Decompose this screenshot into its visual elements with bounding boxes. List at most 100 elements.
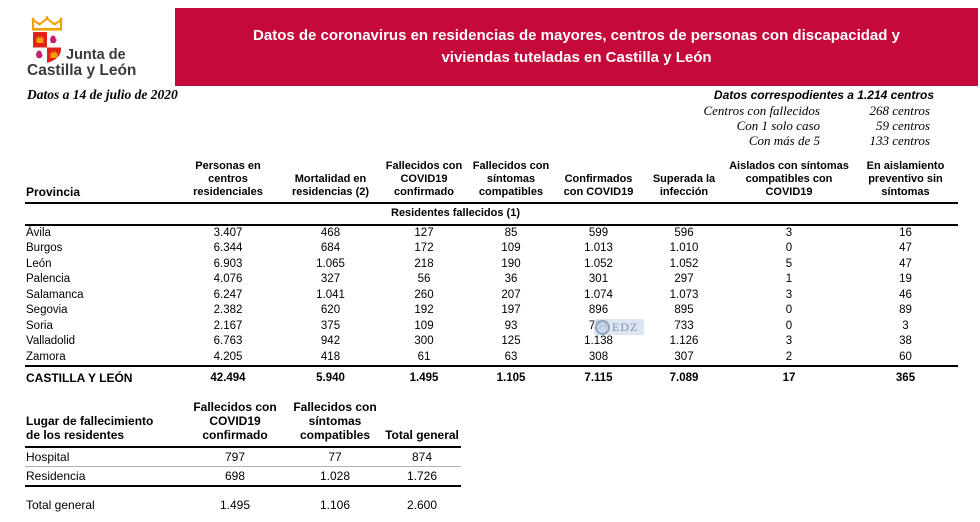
- cell-provincia: Palencia: [26, 273, 71, 286]
- cell: 375: [320, 319, 341, 332]
- column-header-provincia: Provincia: [25, 160, 175, 204]
- cell: 190: [501, 257, 521, 270]
- cell: 2.167: [213, 319, 243, 332]
- cell: 6.763: [213, 335, 243, 348]
- table-row: Soria 2.167 375 109 93 734 733 0 3: [25, 319, 958, 335]
- cell: 1.726: [383, 466, 461, 487]
- column-header: Superada la infección: [643, 160, 725, 204]
- cell: 19: [899, 273, 912, 286]
- cell: 1.013: [584, 242, 613, 255]
- cell: 260: [414, 288, 434, 301]
- column-header: Confirmados con COVID19: [554, 160, 643, 204]
- cell: 1: [785, 273, 793, 286]
- column-header: Aislados con síntomas compatibles con CO…: [725, 160, 853, 204]
- column-header: Fallecidos con síntomas compatibles: [287, 400, 383, 448]
- cell: 2: [785, 350, 793, 363]
- section-header-row: Residentes fallecidos (1): [25, 203, 958, 226]
- cell: 468: [320, 226, 341, 239]
- provinces-table: Provincia Personas en centros residencia…: [25, 160, 958, 388]
- cell: 3: [785, 226, 793, 239]
- title-banner: Datos de coronavirus en residencias de m…: [175, 8, 978, 86]
- provinces-table-container: Provincia Personas en centros residencia…: [25, 160, 958, 388]
- cell: 1.041: [316, 288, 345, 301]
- cell: 125: [501, 335, 521, 348]
- cell: 1.052: [669, 257, 699, 270]
- cell: 47: [899, 242, 912, 255]
- cell: 192: [414, 304, 434, 317]
- row-header-line2: de los residentes: [26, 428, 125, 442]
- cell-lugar: Residencia: [25, 466, 183, 487]
- deaths-location-table: Lugar de fallecimiento de los residentes…: [25, 400, 461, 514]
- cell: 297: [674, 273, 694, 286]
- cell-provincia: Salamanca: [26, 288, 84, 301]
- cell: 85: [504, 226, 518, 239]
- cell: 942: [320, 335, 341, 348]
- cell-total-label: CASTILLA Y LEÓN: [25, 365, 175, 388]
- cell: 0: [785, 319, 793, 332]
- summary-value: 133 centros: [869, 133, 930, 148]
- table-row: Segovia 2.382 620 192 197 896 895 0 89: [25, 303, 958, 319]
- cell: 327: [320, 273, 341, 286]
- cell: 42.494: [175, 365, 281, 388]
- column-header: Fallecidos con COVID19 confirmado: [183, 400, 287, 448]
- cell: 218: [414, 257, 434, 270]
- edz-watermark: EDZ: [594, 319, 645, 335]
- cell: 895: [674, 304, 694, 317]
- cell: 127: [414, 226, 434, 239]
- cell: 733: [674, 319, 694, 332]
- cell: 1.073: [669, 288, 699, 301]
- cell: 418: [320, 350, 341, 363]
- centers-summary-list: Centros con fallecidos 268 centros Con 1…: [694, 103, 934, 148]
- centers-summary: Datos correspodientes a 1.214 centros Ce…: [694, 88, 934, 148]
- cell: 1.074: [584, 288, 613, 301]
- cell: 0: [785, 304, 793, 317]
- table-row: Burgos 6.344 684 172 109 1.013 1.010 0 4…: [25, 241, 958, 257]
- org-name-line1: Junta de: [66, 47, 126, 63]
- summary-label: Con más de 5: [748, 133, 820, 148]
- cell: 5: [785, 257, 793, 270]
- cell: 1.010: [669, 242, 699, 255]
- table-row: Valladolid 6.763 942 300 125 1.138 1.126…: [25, 334, 958, 350]
- column-header: Personas en centros residenciales: [175, 160, 281, 204]
- cell: 5.940: [281, 365, 380, 388]
- cell: 172: [414, 242, 434, 255]
- cell: 46: [899, 288, 912, 301]
- cell: 1.495: [219, 498, 251, 512]
- cell: 596: [674, 226, 694, 239]
- total-row: CASTILLA Y LEÓN 42.494 5.940 1.495 1.105…: [25, 365, 958, 388]
- cell-provincia: Zamora: [26, 350, 66, 363]
- table-row: León 6.903 1.065 218 190 1.052 1.052 5 4…: [25, 257, 958, 273]
- column-header-lugar: Lugar de fallecimiento de los residentes: [25, 400, 183, 448]
- cell: 3: [902, 319, 909, 332]
- cell: 684: [320, 242, 341, 255]
- cell: 6.903: [213, 257, 243, 270]
- cell-lugar: Hospital: [25, 447, 183, 467]
- cell: 7.089: [643, 365, 725, 388]
- cell: 197: [501, 304, 521, 317]
- row-header-line1: Lugar de fallecimiento: [26, 414, 154, 428]
- header-row: Provincia Personas en centros residencia…: [25, 160, 958, 204]
- table-row: Palencia 4.076 327 56 36 301 297 1 19: [25, 272, 958, 288]
- cell: 60: [899, 350, 912, 363]
- cell: 1.126: [669, 335, 699, 348]
- table-row: Salamanca 6.247 1.041 260 207 1.074 1.07…: [25, 288, 958, 304]
- cell-provincia: Ávila: [26, 226, 51, 239]
- cell-total-label: Total general: [26, 498, 95, 512]
- cell: 874: [383, 447, 461, 467]
- table-row: Ávila 3.407 468 127 85 599 596 3 16: [25, 225, 958, 242]
- cell: 308: [588, 350, 609, 363]
- cell: 896: [588, 304, 609, 317]
- cell: 1.495: [380, 365, 468, 388]
- section-header: Residentes fallecidos (1): [25, 203, 958, 226]
- cell: 109: [501, 242, 521, 255]
- cell: 7.115: [554, 365, 643, 388]
- cell: 36: [504, 273, 518, 286]
- cell: 599: [588, 226, 609, 239]
- cell: 1.138: [584, 335, 613, 348]
- cell: 2.600: [406, 498, 438, 512]
- summary-value: 59 centros: [875, 118, 930, 133]
- column-header: Fallecidos con síntomas compatibles: [468, 160, 554, 204]
- cell: 6.344: [213, 242, 243, 255]
- cell: 1.065: [316, 257, 345, 270]
